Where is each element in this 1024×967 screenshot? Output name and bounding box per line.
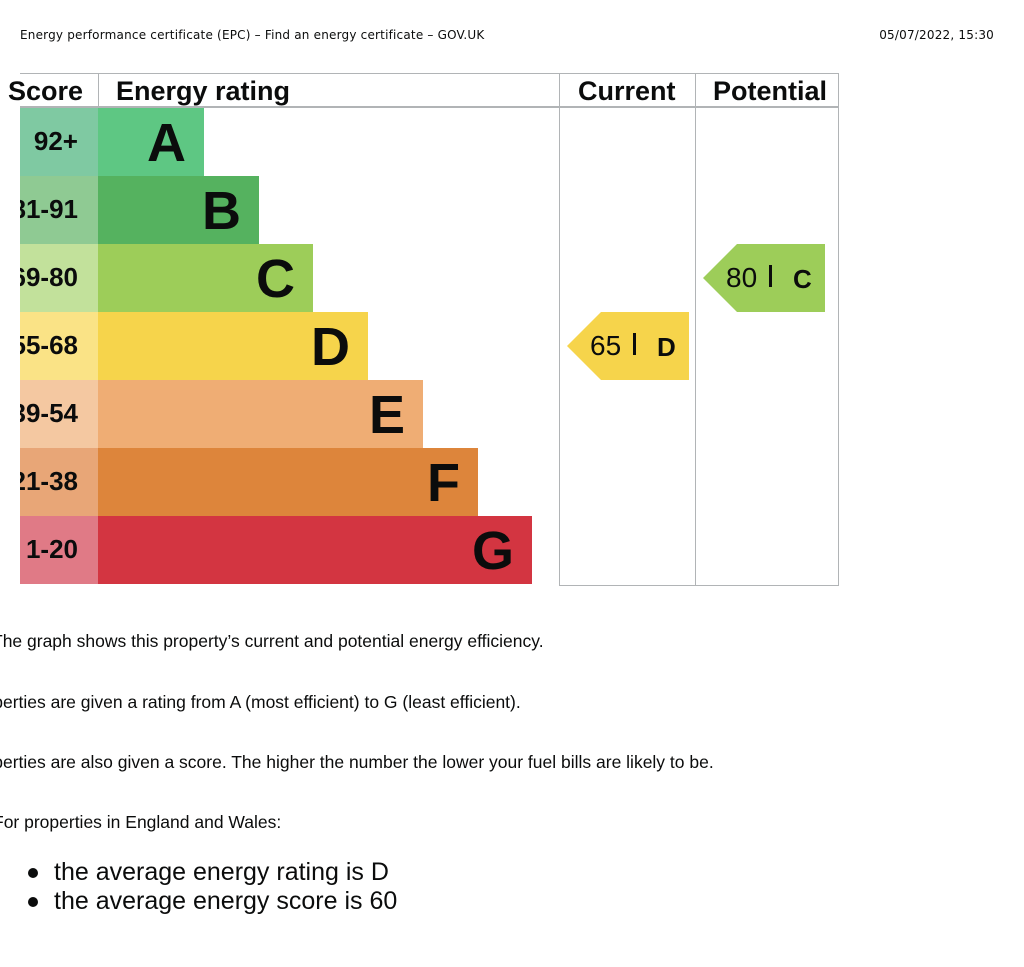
- current-separator: [633, 333, 636, 355]
- rating-description: Properties are given a rating from A (mo…: [0, 692, 521, 712]
- potential-score: 80: [726, 262, 758, 293]
- band-score-label: 39-54: [20, 398, 78, 428]
- header-energy-rating: Energy rating: [116, 76, 291, 106]
- band-bar-e: E: [98, 380, 423, 448]
- header-score: Score: [8, 76, 84, 106]
- band-letter: B: [202, 181, 241, 241]
- score-description: Properties are also given a score. The h…: [0, 752, 714, 772]
- band-score-f: 21-38: [20, 448, 98, 516]
- band-score-label: 81-91: [20, 194, 78, 224]
- list-item: the average energy score is 60: [26, 887, 397, 916]
- header-current: Current: [578, 76, 676, 106]
- potential-rating-shape: [703, 244, 825, 312]
- band-letter: C: [256, 249, 295, 309]
- band-bar-a: A: [98, 108, 204, 176]
- band-letter: D: [311, 317, 350, 377]
- band-score-d: 55-68: [20, 312, 98, 380]
- band-score-a: 92+: [20, 108, 98, 176]
- current-rating-shape: [567, 312, 689, 380]
- score-divider: [98, 73, 99, 107]
- band-score-label: 21-38: [20, 466, 78, 496]
- band-score-e: 39-54: [20, 380, 98, 448]
- current-rating-arrow: 65 D: [567, 312, 689, 380]
- header-potential: Potential: [713, 76, 828, 106]
- print-header: Energy performance certificate (EPC) – F…: [20, 28, 994, 44]
- band-score-label: 1-20: [25, 534, 78, 564]
- list-item: the average energy rating is D: [26, 858, 397, 887]
- band-bar-c: C: [98, 244, 313, 312]
- band-bar-f: F: [98, 448, 478, 516]
- current-letter: D: [657, 332, 676, 362]
- epc-rating-graph: Score Energy rating Current Potential 92…: [8, 73, 839, 586]
- graph-description: The graph shows this property’s current …: [0, 631, 544, 651]
- band-bar-b: B: [98, 176, 259, 244]
- band-bar-d: D: [98, 312, 368, 380]
- band-letter: A: [147, 113, 186, 173]
- potential-separator: [769, 265, 772, 287]
- band-letter: G: [471, 521, 514, 581]
- band-score-label: 69-80: [20, 262, 78, 292]
- band-score-b: 81-91: [20, 176, 98, 244]
- band-score-c: 69-80: [20, 244, 98, 312]
- region-intro: For properties in England and Wales:: [0, 812, 282, 832]
- current-column-left-border: [559, 73, 560, 586]
- band-letter: E: [368, 385, 405, 445]
- current-score: 65: [590, 330, 622, 361]
- bullet-icon: [28, 897, 38, 907]
- band-bar-g: G: [98, 516, 532, 584]
- graph-top-border: [20, 73, 839, 74]
- potential-rating-arrow: 80 C: [703, 244, 825, 312]
- average-ratings-list: the average energy rating is D the avera…: [26, 858, 397, 916]
- print-datetime: 05/07/2022, 15:30: [879, 28, 994, 42]
- band-score-label: 92+: [33, 126, 78, 156]
- graph-header-border: [20, 106, 839, 108]
- potential-column-left-border: [695, 73, 696, 586]
- band-score-g: 1-20: [20, 516, 98, 584]
- graph-bottom-border: [559, 585, 839, 586]
- band-letter: F: [427, 453, 460, 513]
- bullet-icon: [28, 868, 38, 878]
- page-title: Energy performance certificate (EPC) – F…: [20, 28, 485, 42]
- band-score-label: 55-68: [20, 330, 78, 360]
- graph-right-border: [838, 73, 839, 586]
- potential-letter: C: [793, 264, 812, 294]
